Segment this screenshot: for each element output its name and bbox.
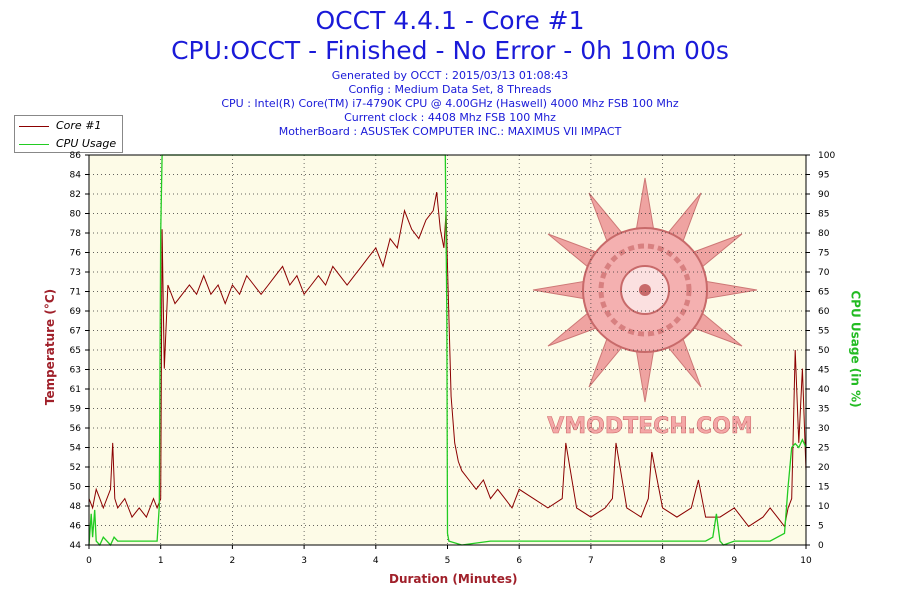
x-tick-label: 1	[158, 556, 164, 566]
y-axis-title: Temperature (°C)	[43, 288, 58, 406]
y2-tick-label: 20	[818, 463, 830, 473]
watermark-text: VMODTECH.COM	[547, 414, 753, 439]
y2-tick-label: 80	[818, 229, 830, 239]
x-tick-label: 4	[373, 556, 379, 566]
y2-tick-label: 45	[818, 366, 829, 376]
y-tick-label: 78	[70, 229, 82, 239]
legend-label-core1: Core #1	[56, 119, 102, 132]
legend: Core #1 CPU Usage	[14, 115, 123, 153]
y-tick-label: 50	[70, 483, 82, 493]
y-tick-label: 84	[70, 171, 82, 181]
y2-tick-label: 25	[818, 444, 829, 454]
y-tick-label: 67	[70, 327, 81, 337]
series-line-core1	[88, 192, 807, 528]
y-tick-label: 52	[70, 463, 81, 473]
y2-tick-label: 60	[818, 307, 830, 317]
x-tick-label: 0	[86, 556, 92, 566]
y-tick-label: 56	[70, 424, 82, 434]
y2-tick-label: 90	[818, 190, 830, 200]
chart-subtitle: CPU:OCCT - Finished - No Error - 0h 10m …	[171, 36, 729, 65]
y-tick-label: 61	[70, 385, 81, 395]
y2-tick-label: 0	[818, 541, 824, 551]
series-line-cpu-usage	[88, 154, 807, 547]
y2-tick-label: 55	[818, 327, 829, 337]
info-generated: Generated by OCCT : 2015/03/13 01:08:43	[331, 69, 569, 82]
y-tick-label: 54	[70, 444, 82, 454]
watermark-logo-inner-ring	[598, 243, 692, 337]
y-tick-label: 86	[70, 151, 82, 161]
y2-tick-label: 65	[818, 288, 829, 298]
y-tick-label: 63	[70, 366, 81, 376]
info-clock: Current clock : 4408 Mhz FSB 100 Mhz	[344, 111, 556, 124]
y2-tick-label: 100	[818, 151, 835, 161]
y2-tick-label: 10	[818, 502, 830, 512]
y-tick-label: 82	[70, 190, 81, 200]
x-tick-label: 6	[516, 556, 522, 566]
y2-tick-label: 30	[818, 424, 830, 434]
y2-tick-label: 95	[818, 171, 829, 181]
y2-tick-label: 15	[818, 483, 829, 493]
y-tick-label: 69	[70, 307, 82, 317]
y2-tick-label: 35	[818, 405, 829, 415]
y-tick-label: 80	[70, 210, 82, 220]
y-tick-label: 73	[70, 268, 81, 278]
y-tick-label: 71	[70, 288, 81, 298]
legend-swatch-cpu-usage	[19, 144, 49, 145]
y-tick-label: 59	[70, 405, 82, 415]
x-tick-label: 9	[731, 556, 737, 566]
x-tick-label: 3	[301, 556, 307, 566]
x-tick-label: 5	[445, 556, 451, 566]
y2-tick-label: 40	[818, 385, 830, 395]
info-config: Config : Medium Data Set, 8 Threads	[348, 83, 552, 96]
x-tick-label: 7	[588, 556, 594, 566]
info-cpu: CPU : Intel(R) Core(TM) i7-4790K CPU @ 4…	[221, 97, 679, 110]
y-tick-label: 76	[70, 249, 82, 259]
x-tick-label: 8	[660, 556, 666, 566]
y2-axis-title: CPU Usage (in %)	[848, 290, 863, 408]
y2-tick-label: 70	[818, 268, 830, 278]
watermark-logo-dot	[639, 284, 651, 296]
y-tick-label: 44	[70, 541, 82, 551]
y2-tick-label: 50	[818, 346, 830, 356]
y-tick-label: 65	[70, 346, 81, 356]
y-tick-label: 46	[70, 522, 82, 532]
x-tick-label: 10	[800, 556, 812, 566]
x-tick-label: 2	[230, 556, 236, 566]
info-motherboard: MotherBoard : ASUSTeK COMPUTER INC.: MAX…	[278, 125, 622, 138]
y2-tick-label: 5	[818, 522, 824, 532]
y-tick-label: 48	[70, 502, 82, 512]
legend-swatch-core1	[19, 126, 49, 127]
chart-title: OCCT 4.4.1 - Core #1	[315, 6, 585, 35]
y2-tick-label: 75	[818, 249, 829, 259]
y2-tick-label: 85	[818, 210, 829, 220]
x-axis-title: Duration (Minutes)	[389, 572, 518, 586]
legend-label-cpu-usage: CPU Usage	[56, 137, 117, 150]
